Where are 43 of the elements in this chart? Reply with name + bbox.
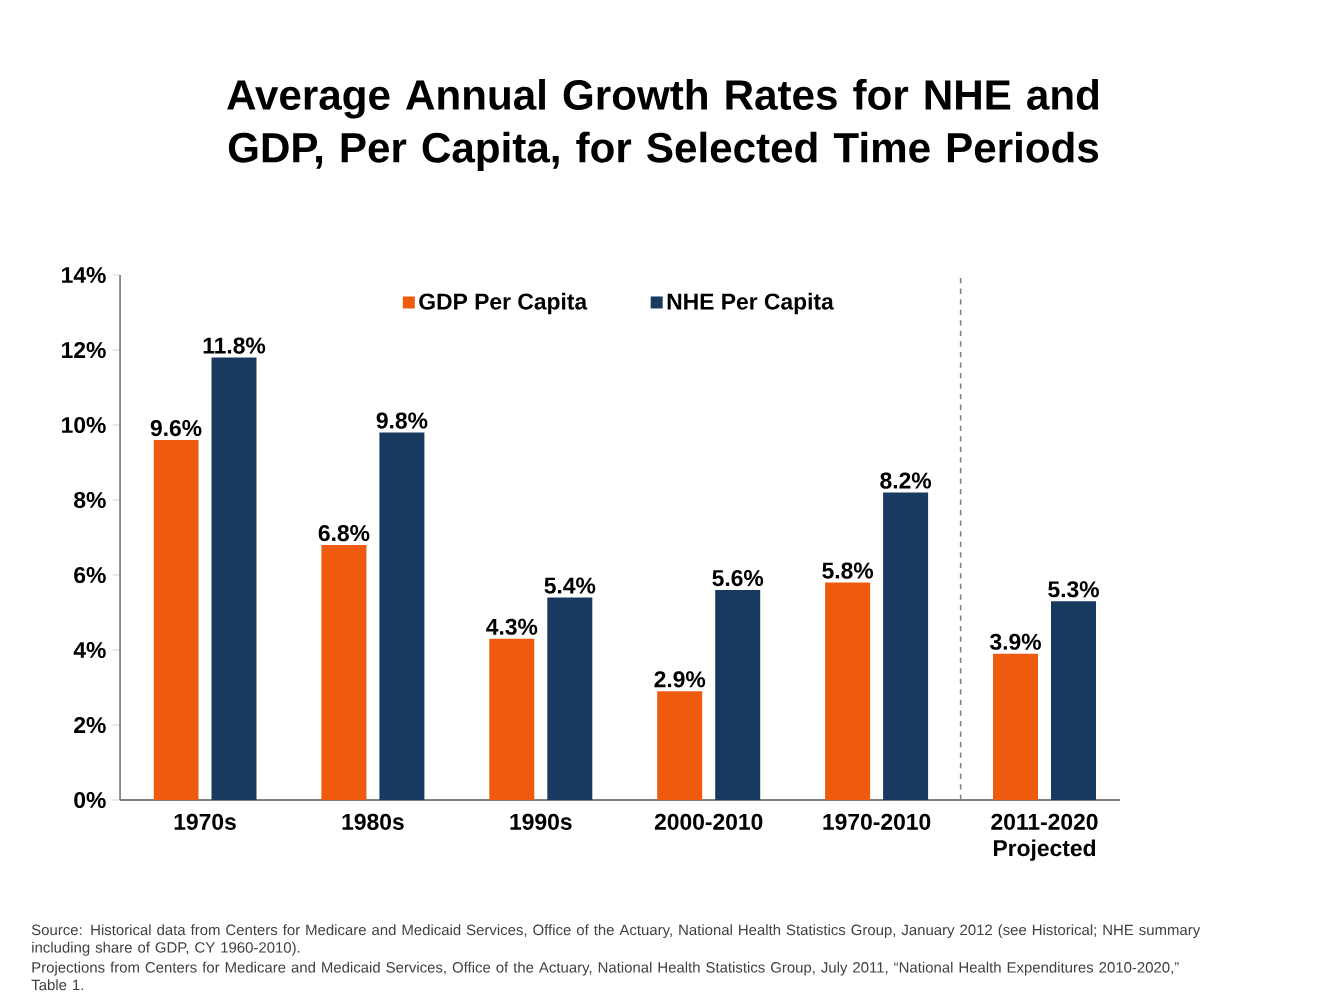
bar xyxy=(379,432,425,800)
x-tick-label: 1990s xyxy=(510,813,572,830)
data-label: 4.3% xyxy=(486,618,538,635)
x-tick-label: 1970-2010 xyxy=(823,813,931,830)
data-label: 2.9% xyxy=(654,671,706,688)
bar xyxy=(153,440,199,800)
y-tick-label: 2% xyxy=(74,716,106,734)
legend-label: NHE Per Capita xyxy=(667,292,834,315)
data-label: 6.8% xyxy=(318,524,370,542)
data-label: 5.3% xyxy=(1048,581,1099,598)
bar xyxy=(657,691,703,800)
chart-title: Average Annual Growth Rates for NHE and GDP, Per Capita, for Selected Time Periods xyxy=(227,78,1099,172)
bar xyxy=(883,492,929,800)
x-tick-label: 1980s xyxy=(342,813,404,830)
data-label: 3.9% xyxy=(989,633,1041,650)
y-tick-label: 14% xyxy=(62,266,106,284)
data-label: 11.8% xyxy=(203,337,266,354)
bar xyxy=(489,638,535,800)
legend-label: GDP Per Capita xyxy=(419,292,588,315)
bar xyxy=(715,590,761,800)
data-label: 8.2% xyxy=(880,472,932,489)
bar xyxy=(321,545,367,800)
source-note: Source: Historical data from Centers for Medicare and Medicaid Services, Office of the Actuary, National Health Statistics Group, January 2012 (see Historical; NHE summary including share of GDP, CY 1960-2010). xyxy=(31,924,1201,956)
x-tick-label: 1970s xyxy=(174,813,236,830)
bar xyxy=(547,597,593,800)
text: Projections from Centers for Medicare and Medicaid Services, Office of the Actuary, National Health Statistics Group, July 2011, “National Health Expenditures 2010-2020,” Table 1. xyxy=(31,961,1179,991)
bar xyxy=(1051,601,1096,800)
data-label: 9.8% xyxy=(376,412,428,429)
x-tick-label: 2000-2010 xyxy=(654,813,763,830)
bar xyxy=(825,582,871,800)
bar xyxy=(211,357,257,800)
data-label: 9.6% xyxy=(150,419,202,437)
data-label: 5.8% xyxy=(822,562,874,579)
y-tick-label: 8% xyxy=(74,491,106,509)
y-tick-label: 4% xyxy=(73,641,106,659)
y-tick-label: 0% xyxy=(74,791,106,809)
data-label: 5.6% xyxy=(712,569,764,587)
y-tick-label: 6% xyxy=(74,566,106,584)
x-tick-label: 2011-2020 Projected xyxy=(991,813,1098,861)
bar xyxy=(993,653,1038,800)
y-tick-label: 10% xyxy=(62,416,106,434)
y-tick-label: 12% xyxy=(62,341,106,359)
data-label: 5.4% xyxy=(544,577,596,594)
